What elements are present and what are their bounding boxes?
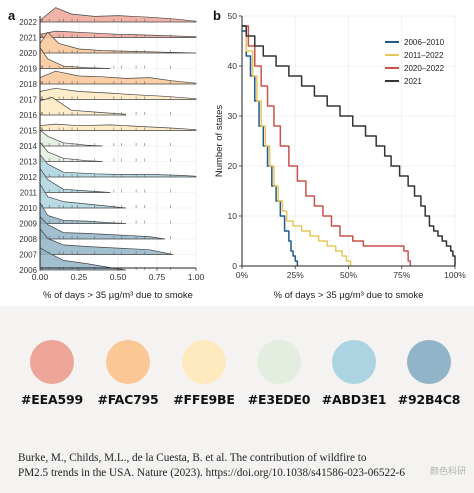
- ridge-2006: [39, 247, 127, 271]
- panel-b-ytick-label: 20: [228, 161, 238, 171]
- panel-b-xtick-label: 100%: [444, 270, 466, 280]
- panel-a-ytick-label: 2012: [19, 173, 37, 182]
- panel-a-ytick-label: 2008: [19, 235, 37, 244]
- ridge-2009: [39, 202, 127, 224]
- color-palette: #EEA599 #FAC795 #FFE9BE #E3EDE0 #ABD3E1 #92B4…: [0, 330, 474, 420]
- panel-b-xtick-label: 50%: [340, 270, 357, 280]
- ridge-2017: [39, 87, 197, 100]
- series-line-3: [242, 25, 456, 266]
- citation: Burke, M., Childs, M.L., de la Cuesta, B…: [18, 451, 463, 481]
- ridge-2007: [39, 228, 173, 255]
- ridge-2015: [39, 123, 197, 131]
- legend-label-3: 2021: [404, 77, 422, 86]
- ridge-2016: [39, 97, 127, 116]
- palette-color-dot: [407, 340, 451, 384]
- panel-a-ytick-label: 2017: [19, 96, 37, 105]
- panel-a-ytick-label: 2010: [19, 204, 37, 213]
- panel-b-ylabel: Number of states: [214, 105, 225, 178]
- ridge-2020: [39, 31, 197, 54]
- panel-a-ytick-label: 2018: [19, 80, 37, 89]
- panel-a-ytick-label: 2013: [19, 158, 37, 167]
- panel-a-ytick-label: 2011: [20, 189, 38, 198]
- panel-a-ytick-label: 2014: [19, 142, 37, 151]
- ridge-2010: [39, 183, 127, 209]
- panel-b-ytick-label: 50: [228, 11, 238, 21]
- palette-color-dot: [332, 340, 376, 384]
- palette-hex-label: #ABD3E1: [321, 392, 387, 407]
- palette-hex-label: #EEA599: [21, 392, 83, 407]
- panel-a-ytick-label: 2016: [19, 111, 37, 120]
- palette-swatch: #FFE9BE: [166, 330, 242, 420]
- palette-hex-label: #E3EDE0: [247, 392, 311, 407]
- panel-a-ytick-label: 2021: [19, 34, 37, 43]
- palette-hex-label: #FAC795: [97, 392, 159, 407]
- palette-swatch: #E3EDE0: [241, 330, 317, 420]
- ridge-2018: [39, 70, 197, 85]
- ridge-2021: [39, 30, 197, 38]
- panel-a-xtick-label: 0.25: [71, 272, 88, 282]
- panel-b-ytick-label: 10: [228, 211, 238, 221]
- figure-svg: a0.00 0.25 0.50 0.75 1.002022202120202019201…: [8, 7, 466, 301]
- panel-b-ytick-label: 0: [232, 261, 237, 271]
- panel-a-ytick-label: 2015: [19, 127, 37, 136]
- panel-b-xtick-label: 75%: [393, 270, 410, 280]
- panel-a-ytick-label: 2009: [19, 220, 37, 229]
- panel-b-ytick-label: 40: [228, 61, 238, 71]
- panel-a-xtick-label: 0.50: [110, 272, 127, 282]
- palette-color-dot: [182, 340, 226, 384]
- panel-b-label: b: [213, 8, 221, 23]
- panel-a-xtick-label: 0.00: [32, 272, 49, 282]
- ridge-2012: [39, 154, 197, 178]
- figure-area: a 0.00 0.25 0.50 0.75 1.00 2022 2021 2020 2019 201…: [0, 0, 474, 306]
- palette-swatch: #92B4C8: [391, 330, 467, 420]
- legend-label-1: 2011–2022: [404, 51, 444, 60]
- legend-label-2: 2020–2022: [404, 64, 445, 73]
- palette-color-dot: [30, 340, 74, 384]
- palette-swatch: #FAC795: [90, 330, 166, 420]
- panel-a-ytick-label: 2019: [19, 65, 37, 74]
- legend-label-0: 2006–2010: [404, 38, 445, 47]
- palette-swatch: #EEA599: [14, 330, 90, 420]
- panel-b-xlabel: % of days > 35 µg/m³ due to smoke: [274, 290, 424, 301]
- panel-a-ytick-label: 2020: [19, 49, 37, 58]
- palette-hex-label: #92B4C8: [397, 392, 461, 407]
- panel-a-xlabel: % of days > 35 µg/m³ due to smoke: [43, 290, 193, 301]
- palette-color-dot: [257, 340, 301, 384]
- panel-b-ytick-label: 30: [228, 111, 238, 121]
- ridge-2022: [39, 7, 197, 23]
- series-line-2: [242, 25, 412, 266]
- citation-line-1: Burke, M., Childs, M.L., de la Cuesta, B…: [18, 452, 367, 464]
- panel-a-ytick-label: 2007: [19, 251, 37, 260]
- panel-a-xtick-label: 0.75: [149, 272, 166, 282]
- palette-hex-label: #FFE9BE: [173, 392, 235, 407]
- panel-b-xtick-label: 25%: [287, 270, 304, 280]
- panel-a-ytick-label: 2006: [19, 266, 37, 275]
- watermark: 颜色科研: [429, 467, 466, 477]
- ridge-2008: [39, 216, 166, 240]
- panel-b-xtick-label: 0%: [236, 270, 249, 280]
- panel-a-xtick-label: 1.00: [188, 272, 205, 282]
- panel-a-label: a: [8, 8, 16, 23]
- palette-swatch: #ABD3E1: [316, 330, 392, 420]
- panel-a-ytick-label: 2022: [19, 18, 37, 27]
- series-line-1: [242, 25, 352, 266]
- palette-color-dot: [106, 340, 150, 384]
- citation-line-2: PM2.5 trends in the USA. Nature (2023). …: [18, 467, 405, 479]
